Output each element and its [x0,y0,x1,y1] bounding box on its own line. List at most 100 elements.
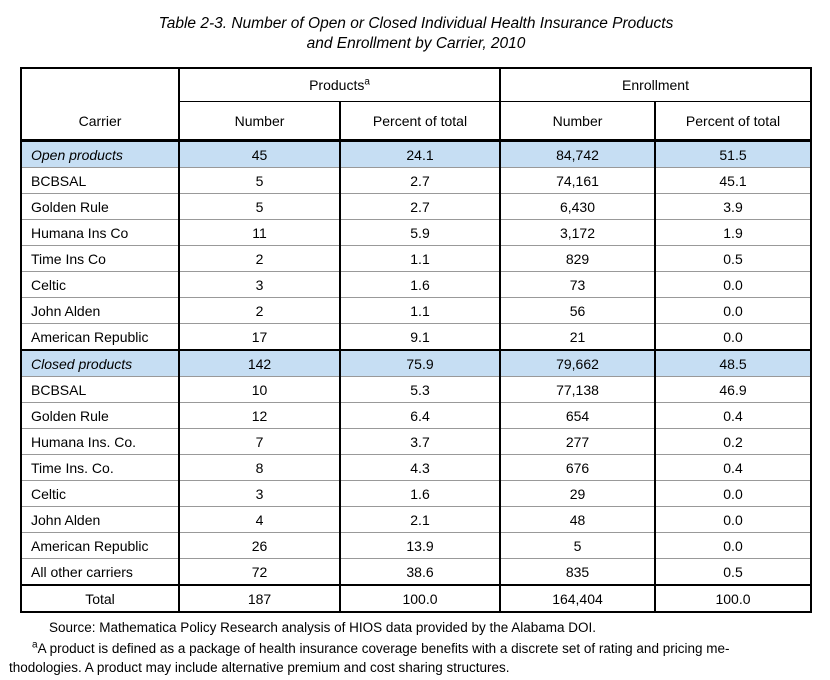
value-cell: 676 [499,454,655,481]
value-cell: 48.5 [653,350,812,377]
footnote: aA product is defined as a package of he… [9,640,821,678]
table-row: Celtic 3 1.6 29 0.0 [21,480,812,507]
value-cell: 1.9 [653,219,812,246]
value-cell: 835 [499,558,655,586]
carrier-cell: Humana Ins. Co. [21,428,180,455]
value-cell: 3,172 [499,219,655,246]
value-cell: 654 [499,402,655,429]
value-cell: 5 [178,167,340,194]
section-row: Closed products 142 75.9 79,662 48.5 [21,350,812,377]
value-cell: 2.7 [339,167,500,194]
table-row: American Republic 17 9.1 21 0.0 [21,323,812,351]
value-cell: 10 [178,376,340,403]
table-row: All other carriers 72 38.6 835 0.5 [21,558,812,586]
value-cell: 100.0 [653,585,812,613]
carrier-cell: Time Ins. Co. [21,454,180,481]
value-cell: 0.0 [653,480,812,507]
carrier-cell: Celtic [21,271,180,298]
value-cell: 74,161 [499,167,655,194]
value-cell: 21 [499,323,655,351]
value-cell: 0.0 [653,323,812,351]
value-cell: 5.3 [339,376,500,403]
source-note: Source: Mathematica Policy Research anal… [49,620,597,636]
header-sub-row: Number Percent of total Number Percent o… [21,101,812,143]
total-row: Total 187 100.0 164,404 100.0 [21,585,812,613]
footnote-marker: a [32,639,38,651]
table-title-line1: Table 2-3. Number of Open or Closed Indi… [158,15,674,32]
column-header-products-percent: Percent of total [339,101,500,143]
value-cell: 8 [178,454,340,481]
carrier-cell: American Republic [21,323,180,351]
table-row: Celtic 3 1.6 73 0.0 [21,271,812,298]
value-cell: 38.6 [339,558,500,586]
value-cell: 164,404 [499,585,655,613]
table-title-line2: and Enrollment by Carrier, 2010 [306,35,526,53]
value-cell: 1.6 [339,480,500,507]
value-cell: 100.0 [339,585,500,613]
carrier-cell: BCBSAL [21,376,180,403]
value-cell: 9.1 [339,323,500,351]
value-cell: 2.7 [339,193,500,220]
value-cell: 2.1 [339,506,500,533]
value-cell: 7 [178,428,340,455]
section-row: Open products 45 24.1 84,742 51.5 [21,140,812,168]
value-cell: 72 [178,558,340,586]
carrier-cell: Golden Rule [21,402,180,429]
value-cell: 73 [499,271,655,298]
products-label: Products [309,77,365,94]
value-cell: 13.9 [339,532,500,559]
column-group-products: Productsa [178,68,500,103]
value-cell: 0.5 [653,245,812,272]
carrier-cell: BCBSAL [21,167,180,194]
value-cell: 2 [178,245,340,272]
value-cell: 6.4 [339,402,500,429]
value-cell: 84,742 [499,140,655,168]
table-row: BCBSAL 5 2.7 74,161 45.1 [21,167,812,194]
table-row: John Alden 4 2.1 48 0.0 [21,506,812,533]
carrier-cell: American Republic [21,532,180,559]
value-cell: 0.0 [653,271,812,298]
value-cell: 1.6 [339,271,500,298]
carrier-cell: Total [21,585,180,613]
table-row: Golden Rule 5 2.7 6,430 3.9 [21,193,812,220]
value-cell: 0.2 [653,428,812,455]
column-header-products-number: Number [178,101,340,143]
value-cell: 4 [178,506,340,533]
value-cell: 56 [499,297,655,324]
table-row: American Republic 26 13.9 5 0.0 [21,532,812,559]
value-cell: 45.1 [653,167,812,194]
value-cell: 17 [178,323,340,351]
footnote-line1-text: A product is defined as a package of hea… [37,641,730,657]
value-cell: 79,662 [499,350,655,377]
table-row: Golden Rule 12 6.4 654 0.4 [21,402,812,429]
value-cell: 48 [499,506,655,533]
value-cell: 3.7 [339,428,500,455]
value-cell: 142 [178,350,340,377]
value-cell: 0.0 [653,532,812,559]
table-body: Open products 45 24.1 84,742 51.5 BCBSAL 5 2.7 7… [21,140,812,613]
table-row: Humana Ins. Co. 7 3.7 277 0.2 [21,428,812,455]
value-cell: 3 [178,271,340,298]
value-cell: 46.9 [653,376,812,403]
table-row: Time Ins Co 2 1.1 829 0.5 [21,245,812,272]
value-cell: 3 [178,480,340,507]
column-group-enrollment: Enrollment [498,68,812,103]
value-cell: 829 [499,245,655,272]
carrier-cell: Celtic [21,480,180,507]
value-cell: 187 [178,585,340,613]
value-cell: 45 [178,140,340,168]
value-cell: 11 [178,219,340,246]
value-cell: 1.1 [339,245,500,272]
footnote-line1: aA product is defined as a package of he… [9,640,821,659]
value-cell: 12 [178,402,340,429]
products-footnote-marker: a [364,76,370,88]
table-row: BCBSAL 10 5.3 77,138 46.9 [21,376,812,403]
value-cell: 4.3 [339,454,500,481]
value-cell: 0.0 [653,297,812,324]
carrier-cell: John Alden [21,297,180,324]
value-cell: 5 [178,193,340,220]
footnote-line2: thodologies. A product may include alter… [9,660,510,676]
value-cell: 1.1 [339,297,500,324]
carrier-cell: Time Ins Co [21,245,180,272]
